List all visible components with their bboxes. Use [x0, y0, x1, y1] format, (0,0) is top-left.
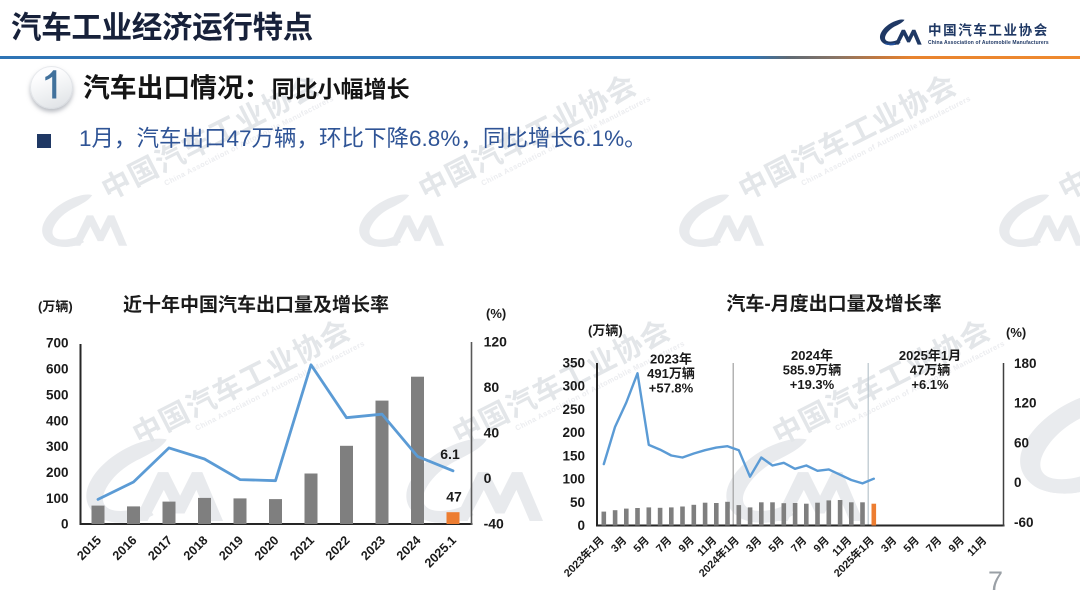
- svg-text:2024年: 2024年: [791, 348, 833, 363]
- svg-text:400: 400: [46, 413, 69, 428]
- svg-text:2023年: 2023年: [650, 352, 692, 367]
- svg-text:9月: 9月: [676, 534, 697, 555]
- svg-text:100: 100: [46, 491, 69, 506]
- svg-text:3月: 3月: [878, 534, 899, 555]
- svg-text:6.1: 6.1: [440, 446, 460, 462]
- svg-text:2019: 2019: [216, 533, 246, 563]
- svg-text:-60: -60: [1014, 515, 1034, 530]
- svg-text:2017: 2017: [145, 533, 175, 563]
- svg-text:2025年1月: 2025年1月: [899, 348, 961, 363]
- svg-text:2023年1月: 2023年1月: [561, 533, 607, 579]
- svg-text:250: 250: [562, 402, 585, 417]
- svg-text:100: 100: [562, 472, 585, 487]
- svg-text:300: 300: [562, 379, 585, 394]
- svg-text:(万辆): (万辆): [588, 323, 623, 338]
- svg-text:3月: 3月: [743, 534, 764, 555]
- svg-text:7月: 7月: [653, 534, 674, 555]
- svg-text:0: 0: [577, 518, 585, 533]
- svg-text:+57.8%: +57.8%: [649, 381, 694, 396]
- svg-text:0: 0: [61, 517, 69, 532]
- svg-text:2022: 2022: [323, 533, 353, 563]
- svg-text:80: 80: [484, 379, 500, 395]
- svg-text:0: 0: [484, 470, 492, 486]
- svg-text:(万辆): (万辆): [38, 299, 73, 314]
- svg-text:600: 600: [46, 362, 69, 377]
- svg-text:2020: 2020: [252, 533, 282, 563]
- svg-text:40: 40: [484, 425, 500, 441]
- svg-text:7月: 7月: [923, 534, 944, 555]
- svg-text:2021: 2021: [287, 533, 317, 563]
- svg-text:11月: 11月: [965, 534, 990, 559]
- svg-text:500: 500: [46, 387, 69, 402]
- svg-text:150: 150: [562, 448, 585, 463]
- svg-text:120: 120: [1014, 396, 1037, 411]
- svg-text:+19.3%: +19.3%: [790, 377, 835, 392]
- svg-text:491万辆: 491万辆: [647, 366, 695, 381]
- svg-text:近十年中国汽车出口量及增长率: 近十年中国汽车出口量及增长率: [123, 293, 389, 316]
- svg-text:汽车-月度出口量及增长率: 汽车-月度出口量及增长率: [726, 292, 941, 315]
- svg-text:300: 300: [46, 439, 69, 454]
- svg-text:2015: 2015: [74, 533, 104, 563]
- svg-text:120: 120: [484, 334, 508, 350]
- svg-text:47: 47: [446, 489, 462, 505]
- svg-text:180: 180: [1014, 356, 1037, 371]
- svg-text:2024: 2024: [394, 533, 424, 563]
- svg-text:+6.1%: +6.1%: [911, 377, 949, 392]
- svg-text:(%): (%): [1006, 325, 1026, 340]
- svg-text:585.9万辆: 585.9万辆: [783, 362, 842, 377]
- svg-text:5月: 5月: [631, 534, 652, 555]
- svg-text:60: 60: [1014, 435, 1029, 450]
- svg-text:7月: 7月: [788, 534, 809, 555]
- svg-text:9月: 9月: [811, 534, 832, 555]
- svg-text:-40: -40: [484, 515, 504, 531]
- svg-text:5月: 5月: [766, 534, 787, 555]
- svg-text:700: 700: [46, 336, 69, 351]
- svg-text:47万辆: 47万辆: [910, 362, 950, 377]
- svg-text:50: 50: [570, 495, 585, 510]
- svg-text:200: 200: [562, 425, 585, 440]
- svg-text:0: 0: [1014, 475, 1022, 490]
- svg-text:3月: 3月: [608, 534, 629, 555]
- svg-text:2016: 2016: [110, 533, 140, 563]
- svg-text:2018: 2018: [181, 533, 211, 563]
- svg-text:(%): (%): [486, 306, 506, 321]
- svg-text:9月: 9月: [946, 534, 967, 555]
- svg-text:2023: 2023: [358, 533, 388, 563]
- svg-text:350: 350: [562, 356, 585, 371]
- svg-text:5月: 5月: [901, 534, 922, 555]
- svg-text:2025.1: 2025.1: [422, 533, 459, 570]
- svg-text:200: 200: [46, 465, 69, 480]
